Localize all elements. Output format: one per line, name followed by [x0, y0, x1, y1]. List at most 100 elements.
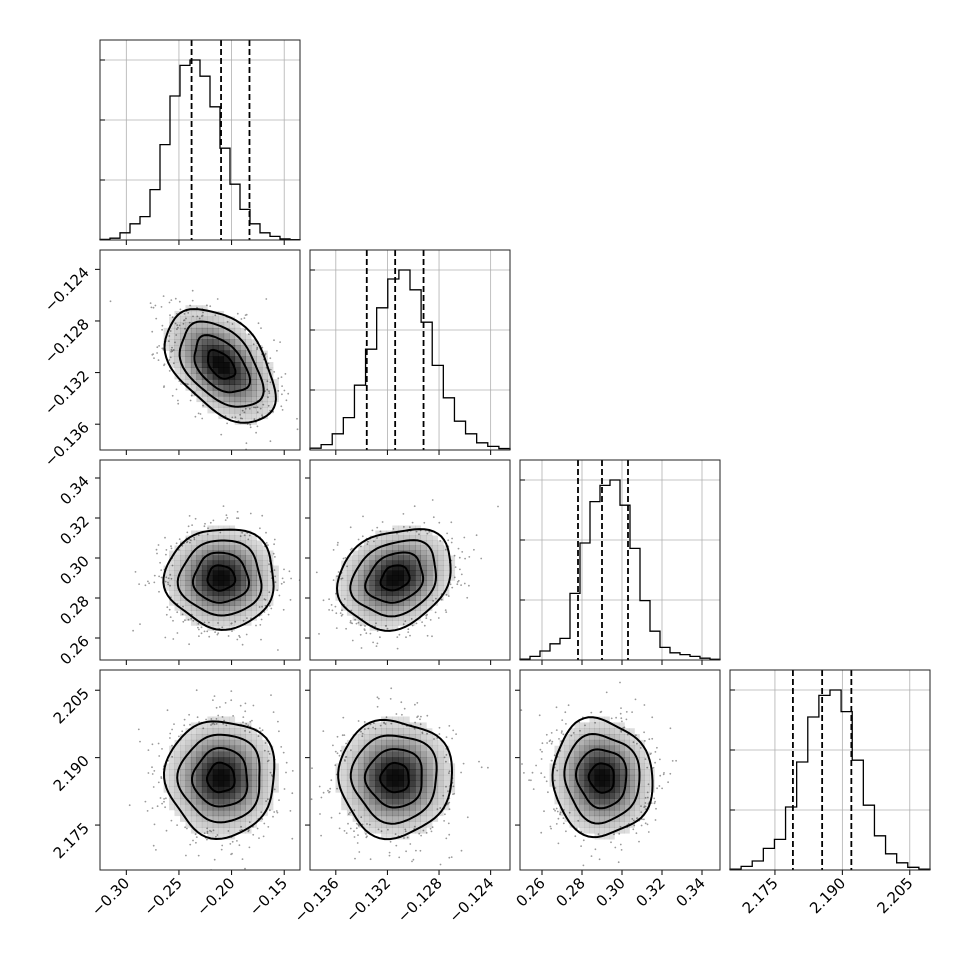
density-cell [185, 734, 192, 741]
density-cell [251, 384, 257, 391]
density-cell [574, 722, 580, 729]
density-cell [180, 585, 186, 591]
density-cell [223, 595, 230, 601]
scatter-point [545, 780, 548, 783]
scatter-point [261, 346, 264, 349]
density-cell [262, 590, 268, 596]
scatter-point [239, 636, 241, 638]
density-cell [352, 575, 359, 581]
contour-level-3 [337, 718, 454, 841]
density-cell [240, 615, 246, 621]
density-cell [381, 734, 387, 741]
density-cell [190, 792, 197, 799]
density-cell [375, 780, 382, 787]
density-cell [398, 769, 404, 776]
density-cell [251, 605, 257, 611]
density-cell [169, 786, 175, 793]
density-cell [234, 774, 241, 781]
density-cell [180, 769, 186, 776]
density-cell [415, 815, 421, 822]
density-cell [234, 821, 241, 828]
density-cell [245, 379, 252, 385]
density-cell [174, 810, 181, 817]
scatter-point [169, 584, 172, 587]
density-cell [443, 580, 450, 586]
density-cell [262, 570, 268, 576]
scatter-point [423, 624, 426, 627]
density-cell [629, 745, 635, 752]
density-cell [599, 804, 605, 811]
x-tick-label: −0.30 [88, 874, 133, 919]
density-cell [174, 550, 181, 556]
scatter-point [269, 440, 272, 443]
scatter-point [418, 832, 421, 835]
density-cell [432, 595, 439, 601]
density-cell [392, 774, 399, 781]
density-cell [212, 585, 219, 591]
density-cell [604, 763, 610, 770]
density-cell [245, 620, 252, 626]
density-cell [245, 384, 252, 391]
density-cell [169, 327, 175, 334]
density-cell [619, 745, 625, 752]
density-cell [218, 821, 225, 828]
scatter-point [156, 805, 159, 808]
scatter-point [357, 538, 360, 541]
density-cell [174, 362, 181, 368]
density-cell [409, 595, 416, 601]
scatter-point [185, 854, 187, 857]
density-cell [169, 356, 175, 363]
density-cell [629, 769, 635, 776]
scatter-point [249, 720, 252, 723]
scatter-point [152, 844, 155, 847]
density-cell [229, 769, 236, 776]
density-cell [386, 757, 393, 764]
density-cell [251, 751, 257, 758]
density-cell [240, 810, 246, 817]
scatter-point [433, 738, 435, 740]
scatter-point [251, 719, 253, 722]
scatter-point [623, 726, 626, 729]
scatter-point [647, 831, 650, 833]
density-cell [218, 605, 225, 611]
density-cell [375, 570, 382, 576]
density-cell [375, 540, 382, 546]
density-cell [201, 763, 208, 770]
density-cell [644, 786, 650, 793]
density-cell [201, 810, 208, 817]
scatter-point [341, 609, 343, 612]
scatter-point [614, 846, 617, 849]
density-cell [190, 810, 197, 817]
scatter-point [280, 746, 283, 748]
density-cell [212, 580, 219, 586]
density-cell [229, 550, 236, 556]
density-cell [599, 810, 605, 817]
density-cell [398, 565, 404, 571]
density-cell [619, 728, 625, 735]
density-cell [174, 798, 181, 805]
density-cell [415, 590, 421, 596]
density-cell [207, 367, 214, 374]
scatter-point [443, 820, 445, 822]
density-cell [629, 757, 635, 764]
scatter-point [644, 740, 646, 742]
density-cell [201, 745, 208, 752]
density-cell [346, 769, 353, 776]
scatter-point [158, 345, 161, 347]
scatter-point [248, 821, 251, 824]
density-cell [163, 780, 170, 787]
density-cell [229, 751, 236, 758]
scatter-point [550, 742, 553, 745]
density-cell [352, 774, 359, 781]
scatter-point [226, 320, 229, 323]
density-cell [392, 833, 399, 840]
scatter-point [462, 762, 465, 765]
density-cell [392, 585, 399, 591]
density-cell [262, 798, 268, 805]
density-cell [604, 833, 610, 840]
density-cell [559, 792, 565, 799]
density-cell [415, 786, 421, 793]
density-cell [207, 316, 214, 323]
scatter-point [206, 838, 208, 841]
scatter-point [194, 517, 197, 520]
